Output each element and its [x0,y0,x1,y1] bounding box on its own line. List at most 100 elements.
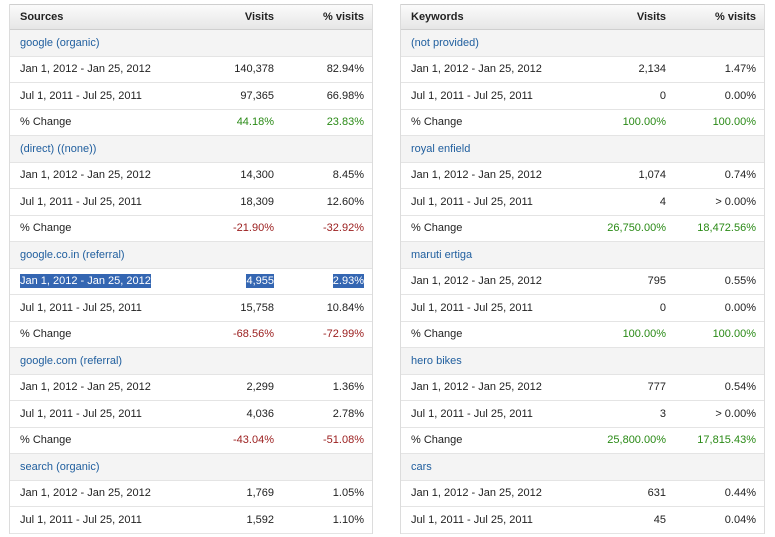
date-range-row: Jul 1, 2011 - Jul 25, 2011 1,592 1.10% [10,507,372,534]
date-range-row: Jul 1, 2011 - Jul 25, 2011 18,309 12.60% [10,189,372,216]
percent-visits-cell: 17,815.43% [674,434,764,446]
visits-cell: 25,800.00% [586,434,674,446]
group-title-row: google.co.in (referral) [10,242,372,269]
percent-visits-cell: 1.05% [282,487,372,499]
visits-cell: 0 [586,90,674,102]
percent-visits-cell: 10.84% [282,302,372,314]
visits-value: 4 [659,195,666,208]
visits-cell: 2,134 [586,63,674,75]
row-label: Jan 1, 2012 - Jan 25, 2012 [20,381,151,394]
row-label-cell: Jan 1, 2012 - Jan 25, 2012 [10,169,194,181]
visits-cell: 0 [586,302,674,314]
row-label: Jan 1, 2012 - Jan 25, 2012 [20,63,151,76]
date-range-row: Jan 1, 2012 - Jan 25, 2012 14,300 8.45% [10,163,372,189]
keyword-link[interactable]: (not provided) [411,36,479,49]
visits-cell: 631 [586,487,674,499]
percent-visits-cell: 1.10% [282,514,372,526]
row-label-cell: Jul 1, 2011 - Jul 25, 2011 [10,408,194,420]
source-link[interactable]: (direct) ((none)) [20,142,97,155]
percent-visits-cell: 1.47% [674,63,764,75]
visits-value: 1,769 [246,487,274,500]
row-label: Jul 1, 2011 - Jul 25, 2011 [411,301,533,314]
column-header-percent-visits[interactable]: % visits [323,11,364,23]
row-label: % Change [411,328,463,341]
percent-visits-value: 2.93% [332,274,364,289]
percent-visits-value: > 0.00% [715,195,756,208]
visits-change-value: -68.56% [233,328,274,341]
visits-cell: 18,309 [194,196,282,208]
percent-visits-cell: 1.36% [282,381,372,393]
percent-visits-cell: 0.00% [674,302,764,314]
percent-visits-cell: > 0.00% [674,408,764,420]
date-range-row: Jan 1, 2012 - Jan 25, 2012 4,955 2.93% [10,269,372,295]
percent-visits-cell: 66.98% [282,90,372,102]
percent-visits-value: 0.54% [724,381,756,394]
column-header-visits[interactable]: Visits [244,11,274,23]
keywords-table-body: (not provided) Jan 1, 2012 - Jan 25, 2012… [401,30,764,534]
row-label-cell: Jul 1, 2011 - Jul 25, 2011 [401,90,586,102]
visits-change-value: 100.00% [622,116,666,129]
visits-change-value: 26,750.00% [607,222,666,235]
row-label-cell: Jan 1, 2012 - Jan 25, 2012 [401,381,586,393]
row-label: % Change [411,222,463,235]
row-label-cell: % Change [10,328,194,340]
percent-visits-value: 0.00% [724,89,756,102]
visits-value: 45 [653,513,666,526]
source-link[interactable]: google.co.in (referral) [20,248,125,261]
keyword-link[interactable]: cars [411,460,432,473]
date-range-row: Jan 1, 2012 - Jan 25, 2012 140,378 82.94% [10,57,372,83]
row-label-cell: Jan 1, 2012 - Jan 25, 2012 [10,63,194,75]
visits-value: 2,299 [246,381,274,394]
date-range-row: Jan 1, 2012 - Jan 25, 2012 631 0.44% [401,481,764,507]
percent-visits-value: > 0.00% [715,407,756,420]
row-label-cell: Jul 1, 2011 - Jul 25, 2011 [401,196,586,208]
date-range-row: Jan 1, 2012 - Jan 25, 2012 777 0.54% [401,375,764,401]
percent-visits-value: 1.36% [332,381,364,394]
visits-cell: -68.56% [194,328,282,340]
visits-change-value: -21.90% [233,222,274,235]
date-range-row: Jul 1, 2011 - Jul 25, 2011 97,365 66.98% [10,83,372,110]
column-header-keywords[interactable]: Keywords [411,11,464,23]
row-label: % Change [20,328,72,341]
keyword-link[interactable]: maruti ertiga [411,248,473,261]
row-label-cell: % Change [401,116,586,128]
source-link[interactable]: google.com (referral) [20,354,123,367]
row-label: Jul 1, 2011 - Jul 25, 2011 [411,195,533,208]
percent-visits-cell: > 0.00% [674,196,764,208]
visits-value: 777 [647,381,666,394]
date-range-row: Jan 1, 2012 - Jan 25, 2012 795 0.55% [401,269,764,295]
percent-visits-cell: 0.04% [674,514,764,526]
date-range-row: Jul 1, 2011 - Jul 25, 2011 0 0.00% [401,295,764,322]
percent-visits-value: 1.47% [724,63,756,76]
change-row: % Change 25,800.00% 17,815.43% [401,428,764,454]
percent-visits-value: 10.84% [326,301,364,314]
visits-cell: -21.90% [194,222,282,234]
percent-visits-cell: 23.83% [282,116,372,128]
column-header-percent-visits[interactable]: % visits [715,11,756,23]
source-link[interactable]: google (organic) [20,36,100,49]
row-label: Jul 1, 2011 - Jul 25, 2011 [20,195,142,208]
column-header-sources[interactable]: Sources [20,11,64,23]
source-link[interactable]: search (organic) [20,460,100,473]
change-row: % Change 44.18% 23.83% [10,110,372,136]
date-range-row: Jul 1, 2011 - Jul 25, 2011 3 > 0.00% [401,401,764,428]
percent-visits-value: 2.78% [332,407,364,420]
keyword-link[interactable]: royal enfield [411,142,471,155]
percent-visits-value: 0.00% [724,301,756,314]
visits-cell: 1,592 [194,514,282,526]
keyword-link[interactable]: hero bikes [411,354,462,367]
column-header-visits[interactable]: Visits [636,11,666,23]
visits-cell: 45 [586,514,674,526]
row-label: % Change [20,116,72,129]
visits-cell: 1,769 [194,487,282,499]
change-row: % Change 26,750.00% 18,472.56% [401,216,764,242]
percent-visits-value: 0.04% [724,513,756,526]
date-range-row: Jan 1, 2012 - Jan 25, 2012 2,134 1.47% [401,57,764,83]
percent-visits-cell: 82.94% [282,63,372,75]
visits-value: 1,592 [246,513,274,526]
percent-change-value: 100.00% [712,116,756,129]
visits-cell: 1,074 [586,169,674,181]
visits-value: 631 [647,487,666,500]
row-label-cell: Jul 1, 2011 - Jul 25, 2011 [10,90,194,102]
percent-change-value: 17,815.43% [697,434,756,447]
